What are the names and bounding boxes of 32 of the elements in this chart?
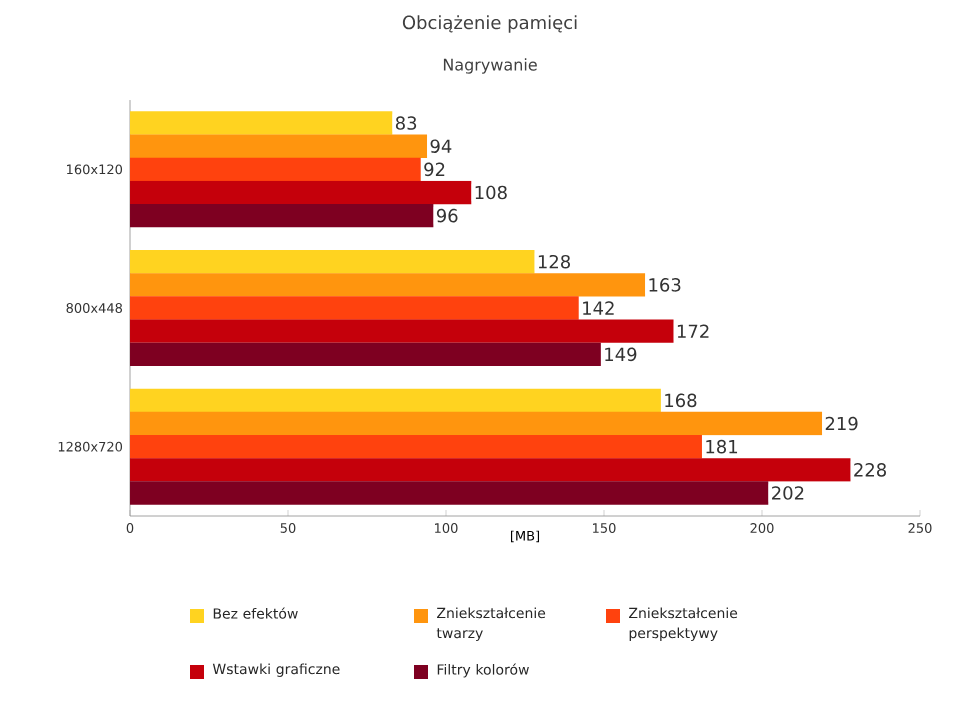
data-label: 96 [436,208,458,223]
data-label: 181 [706,439,738,454]
bar [130,273,646,297]
bar [130,434,702,459]
data-label: 128 [538,254,570,269]
bar [130,134,428,158]
data-label: 172 [677,324,709,338]
data-label: 149 [605,347,637,362]
bar [130,388,661,413]
data-label: 202 [772,486,804,500]
bar [130,411,823,436]
data-label: 83 [395,116,417,130]
bar [130,157,421,182]
data-label: 219 [825,416,858,431]
bar [130,203,434,228]
bar [130,319,674,343]
chart-title: Obciążenie pamięci [402,15,577,33]
data-label: 142 [583,301,614,315]
bar [130,458,851,482]
chart-subtitle: Nagrywanie [443,58,537,74]
bar [130,342,601,367]
bar [130,296,579,320]
bar [130,481,769,505]
data-label: 168 [665,393,697,408]
data-label: 108 [475,185,507,200]
data-label: 92 [424,162,445,177]
bar [130,111,393,135]
data-label: 228 [854,463,886,477]
data-label: 163 [649,278,681,292]
data-label: 94 [430,139,452,153]
bar [130,250,535,274]
bar [130,180,472,205]
